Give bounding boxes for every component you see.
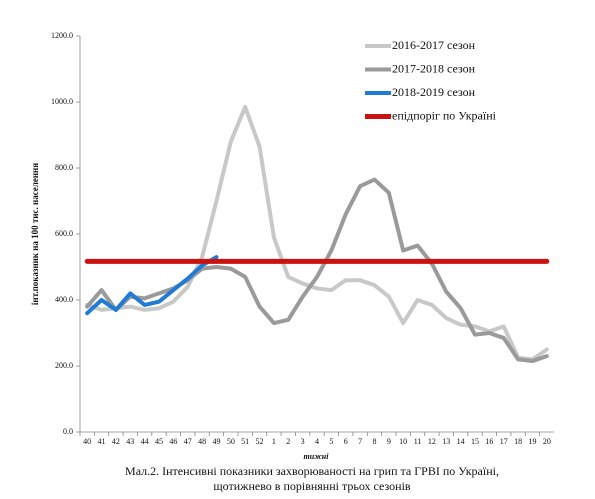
- x-tick-label: 7: [358, 437, 362, 446]
- x-tick-label: 50: [227, 437, 235, 446]
- x-tick-label: 5: [329, 437, 333, 446]
- x-tick-label: 41: [98, 437, 106, 446]
- y-tick-label: 1000.0: [51, 97, 73, 106]
- x-tick-label: 49: [212, 437, 220, 446]
- x-tick-label: 46: [169, 437, 177, 446]
- x-tick-label: 2: [286, 437, 290, 446]
- x-tick-label: 43: [126, 437, 134, 446]
- legend-label: епідпоріг по Україні: [392, 108, 497, 122]
- x-axis-label: тижні: [304, 452, 330, 461]
- x-tick-label: 1: [272, 437, 276, 446]
- x-tick-label: 20: [543, 437, 551, 446]
- series-line: [85, 255, 219, 316]
- x-tick-label: 13: [442, 437, 450, 446]
- x-tick-label: 42: [112, 437, 120, 446]
- y-tick-label: 1200.0: [51, 31, 73, 40]
- x-tick-label: 10: [399, 437, 407, 446]
- caption: щотижнево в порівнянні трьох сезонів: [213, 479, 411, 493]
- x-tick-label: 18: [514, 437, 522, 446]
- x-tick-label: 45: [155, 437, 163, 446]
- y-tick-label: 800.0: [55, 163, 73, 172]
- y-tick-label: 0.0: [63, 427, 73, 436]
- x-tick-label: 40: [83, 437, 91, 446]
- series-line: [85, 177, 549, 364]
- y-tick-label: 400.0: [55, 295, 73, 304]
- x-tick-label: 4: [315, 437, 319, 446]
- series-line: [85, 104, 549, 362]
- legend-label: 2017-2018 сезон: [392, 61, 476, 75]
- x-tick-label: 44: [141, 437, 149, 446]
- legend-label: 2018-2019 сезон: [392, 85, 476, 99]
- x-tick-label: 14: [457, 437, 465, 446]
- x-tick-label: 12: [428, 437, 436, 446]
- x-tick-label: 8: [372, 437, 376, 446]
- x-tick-label: 48: [198, 437, 206, 446]
- y-axis-label: інт.показник на 100 тис. населення: [30, 163, 40, 305]
- x-tick-label: 51: [241, 437, 249, 446]
- x-tick-label: 6: [344, 437, 348, 446]
- y-tick-label: 200.0: [55, 361, 73, 370]
- caption: Мал.2. Інтенсивні показники захворюванос…: [125, 464, 499, 478]
- x-tick-label: 19: [528, 437, 536, 446]
- x-tick-label: 15: [471, 437, 479, 446]
- x-tick-label: 3: [301, 437, 305, 446]
- x-tick-label: 17: [500, 437, 508, 446]
- x-tick-label: 52: [256, 437, 264, 446]
- x-tick-label: 16: [485, 437, 493, 446]
- y-tick-label: 600.0: [55, 229, 73, 238]
- x-tick-label: 47: [184, 437, 192, 446]
- x-tick-label: 11: [414, 437, 422, 446]
- legend-label: 2016-2017 сезон: [392, 38, 476, 52]
- x-tick-label: 9: [387, 437, 391, 446]
